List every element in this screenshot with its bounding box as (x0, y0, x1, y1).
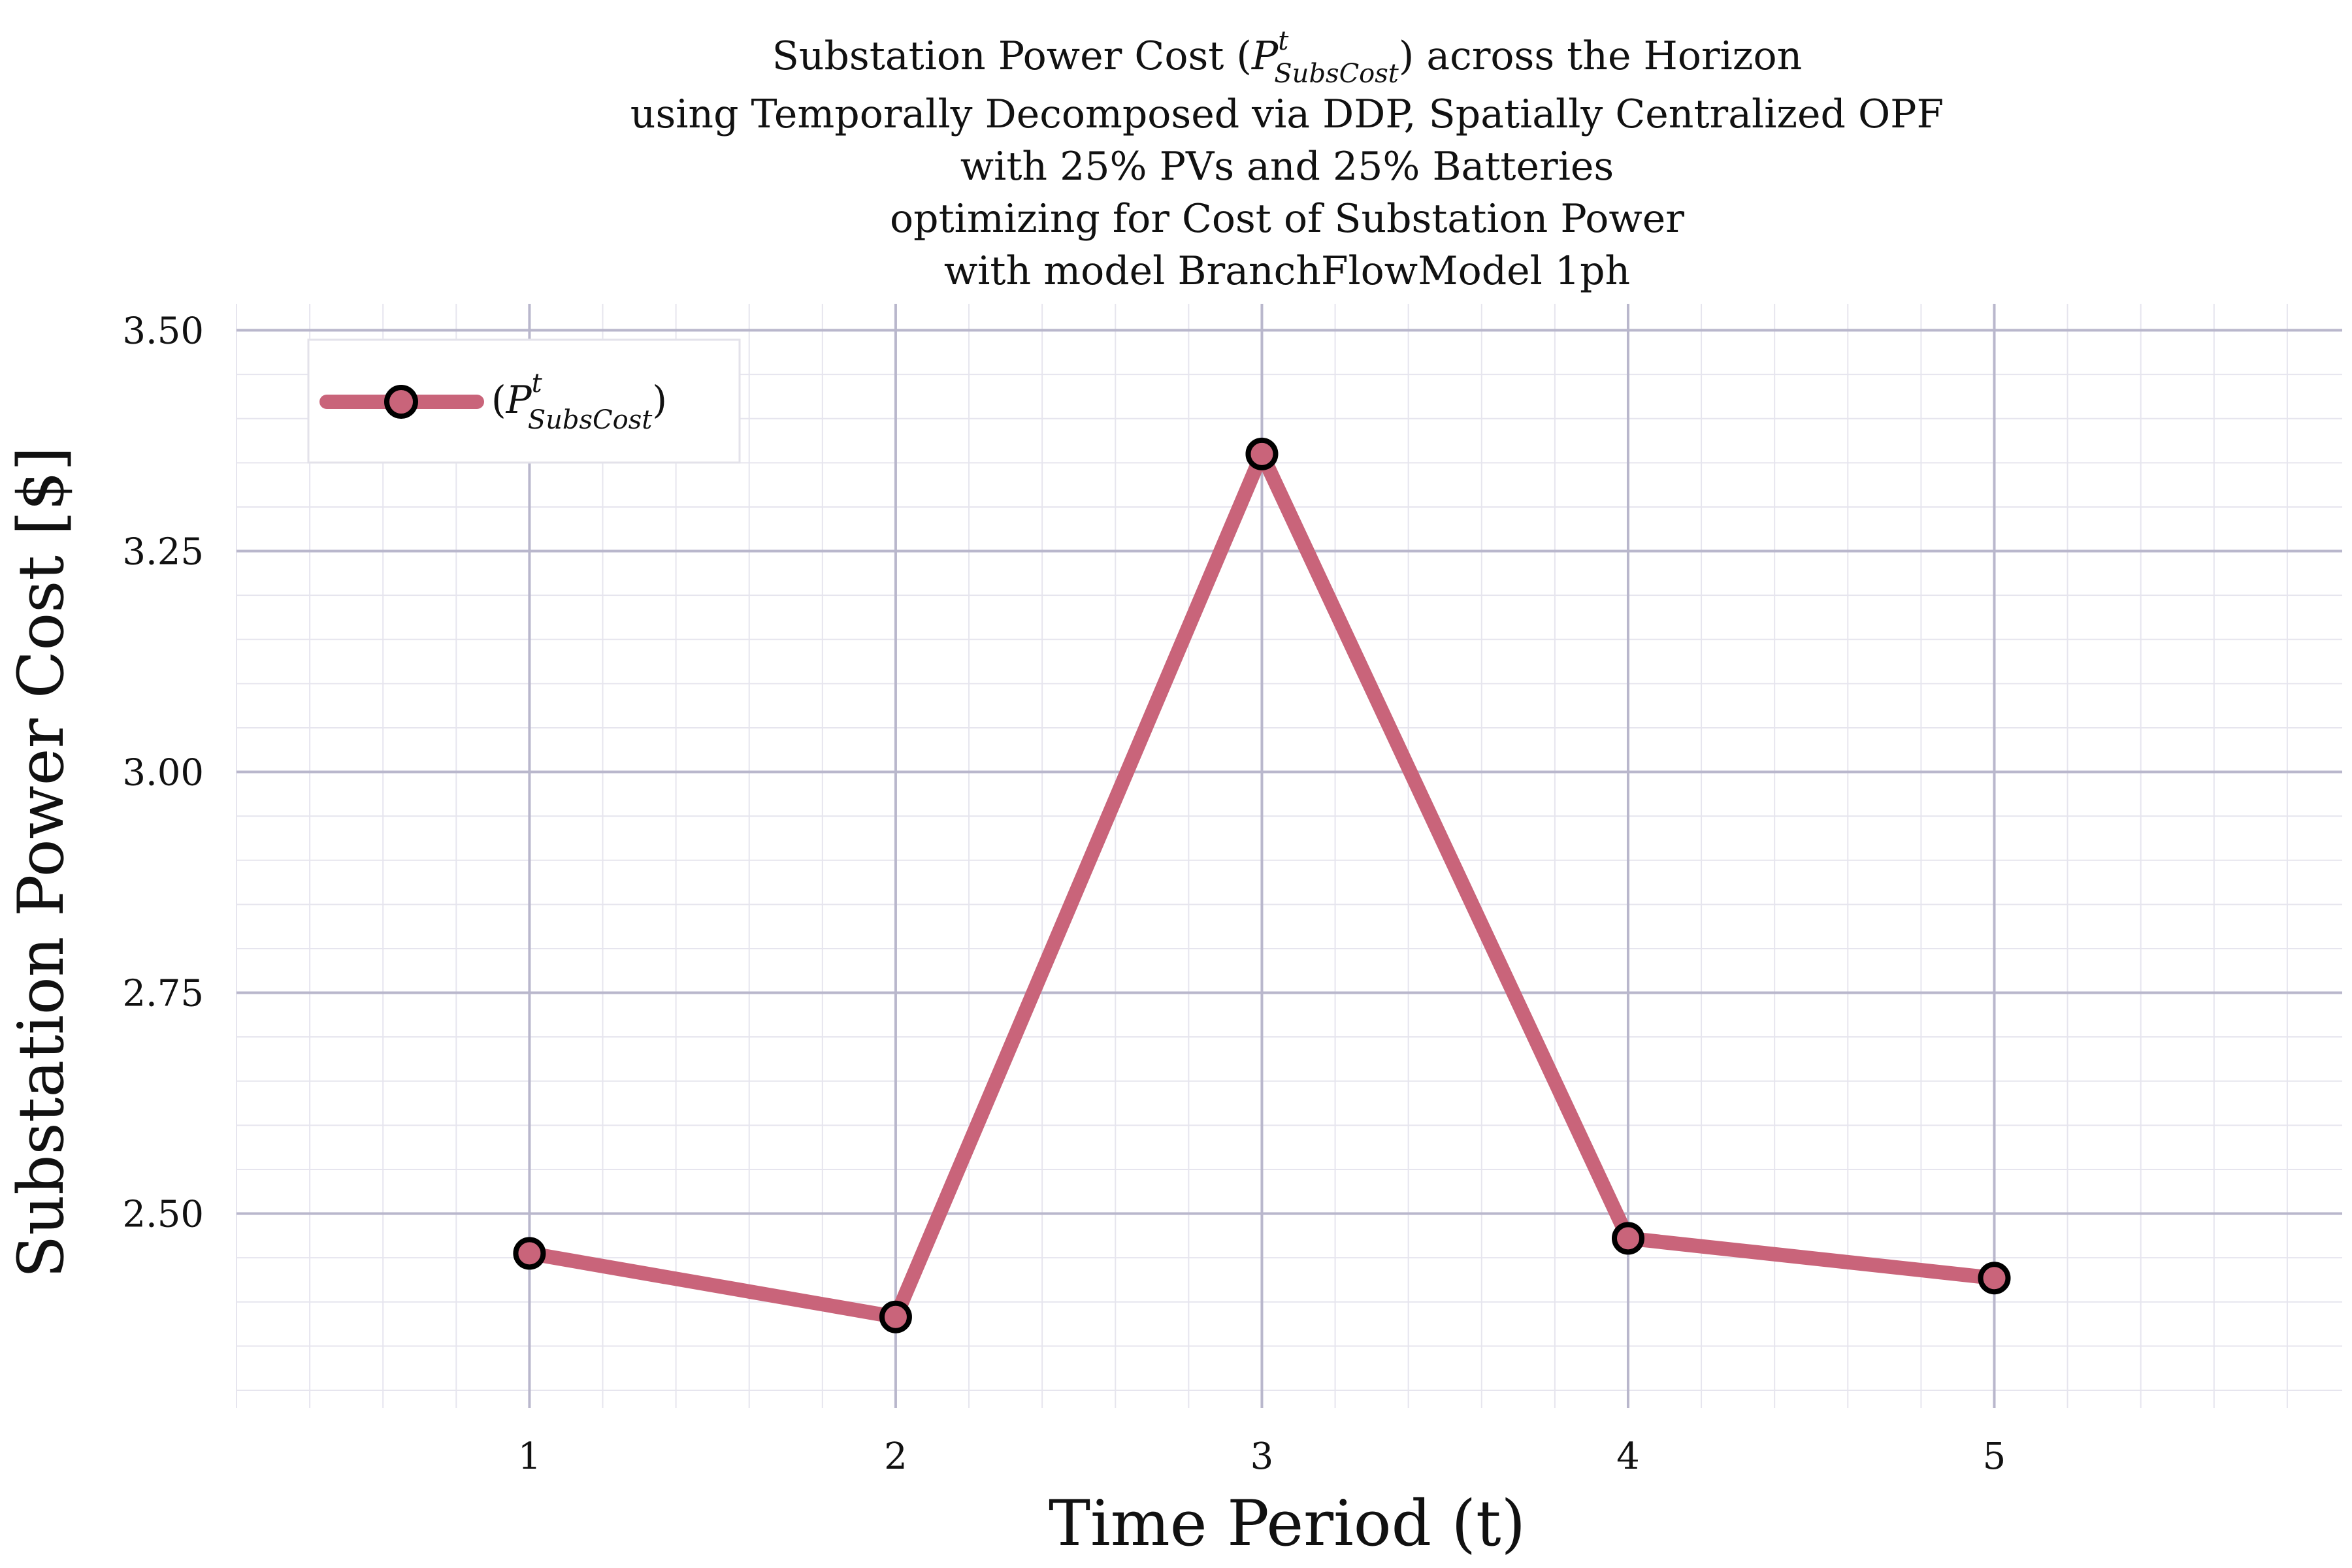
data-point (1245, 437, 1279, 470)
y-tick-label: 3.25 (122, 531, 204, 574)
y-tick-label: 2.75 (122, 973, 204, 1015)
data-point (513, 1237, 546, 1270)
title-line-1: Substation Power Cost (Pt SubsCost) acros… (772, 26, 1802, 89)
data-point (879, 1300, 912, 1333)
y-tick-label: 3.00 (122, 752, 204, 794)
y-tick-label: 3.50 (122, 310, 204, 353)
major-grid (237, 304, 2342, 1408)
y-tick-label: 2.50 (122, 1194, 204, 1236)
title-line-5: with model BranchFlowModel 1ph (944, 248, 1630, 294)
data-point (1611, 1222, 1644, 1255)
title-line-3: with 25% PVs and 25% Batteries (960, 144, 1614, 189)
x-axis-label: Time Period (t) (1049, 1487, 1526, 1560)
legend: (Pt SubsCost) (307, 338, 741, 464)
series-layer (513, 437, 2011, 1333)
x-tick-label: 5 (1983, 1435, 2006, 1478)
data-point (1978, 1262, 2011, 1295)
legend-marker (384, 385, 418, 419)
x-tick-labels: 1 2 3 4 5 (518, 1435, 2006, 1478)
x-tick-label: 1 (518, 1435, 542, 1478)
x-tick-label: 2 (884, 1435, 907, 1478)
title-line-4: optimizing for Cost of Substation Power (890, 196, 1684, 242)
x-tick-label: 4 (1616, 1435, 1640, 1478)
y-tick-labels: 2.50 2.75 3.00 3.25 3.50 (122, 310, 204, 1236)
chart-title: Substation Power Cost (Pt SubsCost) acros… (630, 26, 1944, 294)
x-tick-label: 3 (1250, 1435, 1274, 1478)
minor-grid (236, 304, 2342, 1408)
y-axis-label: Substation Power Cost [$] (5, 446, 78, 1278)
title-line-2: using Temporally Decomposed via DDP, Spa… (630, 91, 1944, 137)
